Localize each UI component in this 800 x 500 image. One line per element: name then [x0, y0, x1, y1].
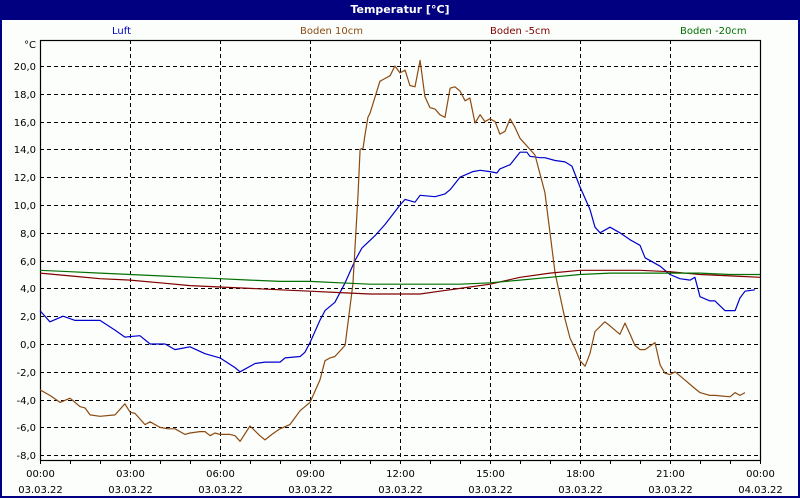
x-tick-date: 03.03.22 [558, 485, 603, 496]
x-tick-date: 03.03.22 [18, 485, 63, 496]
y-tick-label: -6,0 [16, 423, 36, 434]
x-tick-time: 03:00 [116, 469, 145, 480]
x-tick-time: 00:00 [746, 469, 775, 480]
series-luft [39, 151, 755, 373]
x-tick-date: 04.03.22 [738, 485, 783, 496]
y-unit-label: °C [24, 40, 36, 51]
x-tick-date: 03.03.22 [468, 485, 513, 496]
y-tick-label: 6,0 [20, 257, 36, 268]
series-boden--20cm [39, 269, 760, 285]
legend-item: Boden 10cm [300, 26, 363, 37]
y-tick-label: 2,0 [20, 312, 36, 323]
y-tick-label: 10,0 [14, 201, 36, 212]
legend-item: Luft [112, 26, 131, 37]
legend-item: Boden -5cm [490, 26, 551, 37]
x-tick-time: 18:00 [566, 469, 595, 480]
x-tick-time: 12:00 [386, 469, 415, 480]
legend-item: Boden -20cm [680, 26, 747, 37]
x-tick-time: 06:00 [206, 469, 235, 480]
x-tick-time: 21:00 [656, 469, 685, 480]
axes: 20,0 18,0 16,0 14,0 12,0 10,0 8,0 6,0 4,0 2,0 0,0 -… [14, 39, 783, 496]
y-tick-label: 8,0 [20, 229, 36, 240]
y-tick-label: 4,0 [20, 284, 36, 295]
x-tick-date: 03.03.22 [288, 485, 333, 496]
x-tick-time: 15:00 [476, 469, 505, 480]
y-tick-label: 16,0 [14, 118, 36, 129]
x-tick-time: 09:00 [296, 469, 325, 480]
y-tick-label: 12,0 [14, 173, 36, 184]
chart-title: Temperatur [°C] [0, 0, 800, 20]
x-tick-date: 03.03.22 [198, 485, 243, 496]
grid-lines [40, 40, 760, 460]
x-tick-date: 03.03.22 [378, 485, 423, 496]
y-tick-label: -2,0 [16, 368, 36, 379]
x-tick-date: 03.03.22 [108, 485, 153, 496]
x-tick-time: 00:00 [26, 469, 55, 480]
y-tick-label: 14,0 [14, 145, 36, 156]
series-boden-10cm [39, 59, 746, 442]
y-tick-label: 20,0 [14, 62, 36, 73]
y-tick-label: -8,0 [16, 451, 36, 462]
x-tick-date: 03.03.22 [648, 485, 693, 496]
series-boden--5cm [39, 269, 761, 295]
series-lines [39, 59, 761, 442]
y-tick-label: 18,0 [14, 90, 36, 101]
y-tick-label: 0,0 [20, 340, 36, 351]
y-tick-label: -4,0 [16, 396, 36, 407]
